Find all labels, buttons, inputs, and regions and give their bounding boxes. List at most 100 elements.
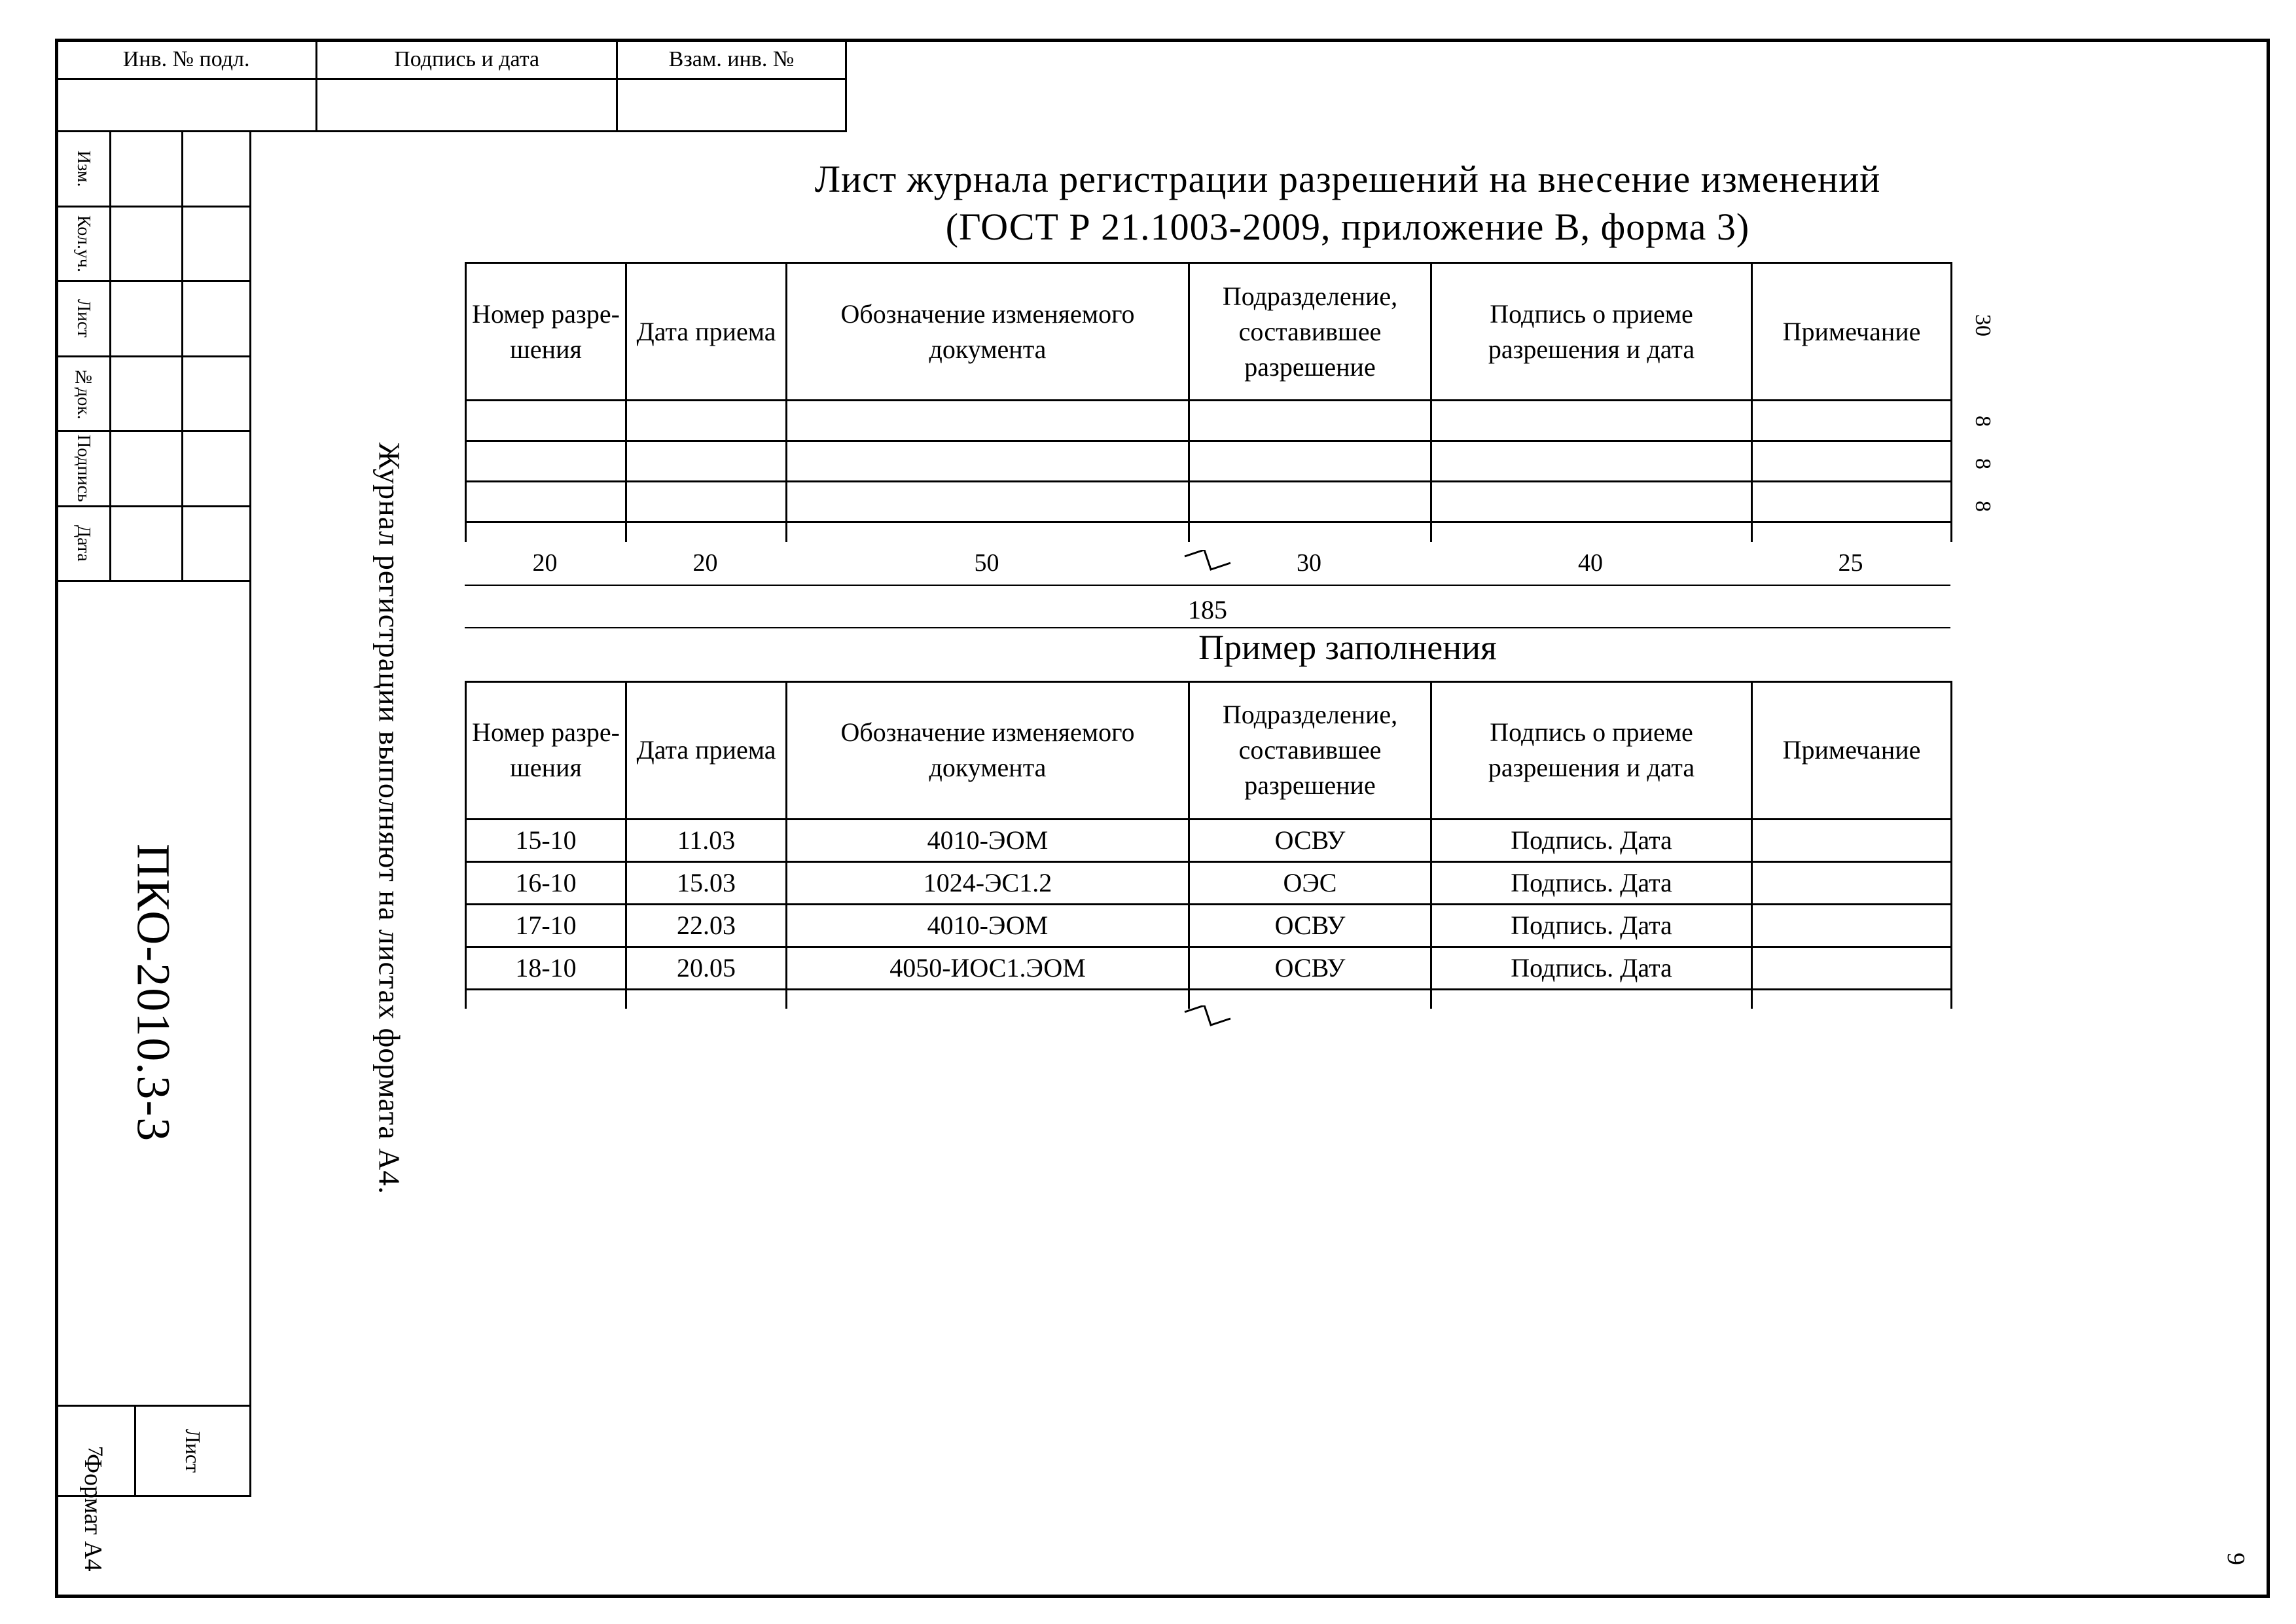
cell-sig: Подпись. Дата bbox=[1431, 947, 1752, 989]
empty-cell bbox=[787, 482, 1189, 522]
document-code-cell: ПКО-2010.3-3 bbox=[55, 582, 251, 1407]
cell-date: 15.03 bbox=[626, 861, 787, 904]
col-header: Обозначение изменяемого документа bbox=[787, 263, 1189, 401]
mini-cell bbox=[111, 206, 183, 281]
main-content: Лист журнала регистрации разрешений на в… bbox=[465, 157, 2231, 1578]
cell-doc: 4050-ИОС1.ЭОМ bbox=[787, 947, 1189, 989]
col-header: Подпись о приеме разрешения и дата bbox=[1431, 681, 1752, 819]
empty-cell bbox=[626, 482, 787, 522]
dim-h8: 8 bbox=[1970, 416, 1995, 427]
dim-w: 50 bbox=[785, 549, 1188, 577]
empty-cell bbox=[1752, 401, 1952, 441]
cell-num: 17-10 bbox=[466, 904, 626, 947]
cell-sig: Подпись. Дата bbox=[1431, 904, 1752, 947]
col-header: Номер разре- шения bbox=[466, 681, 626, 819]
mini-cell bbox=[183, 132, 251, 207]
dim-col-widths: 20 20 50 30 40 25 185 bbox=[465, 549, 1950, 594]
mini-cell bbox=[111, 356, 183, 431]
cell-note bbox=[1752, 904, 1952, 947]
empty-cell bbox=[1189, 441, 1431, 482]
table-row: 18-10 20.05 4050-ИОС1.ЭОМ ОСВУ Подпись. … bbox=[466, 947, 1952, 989]
dim-w: 30 bbox=[1188, 549, 1430, 577]
document-code: ПКО-2010.3-3 bbox=[126, 844, 181, 1142]
col-header: Подразделение, составившее разрешение bbox=[1189, 263, 1431, 401]
col-header: Подпись о приеме разрешения и дата bbox=[1431, 263, 1752, 401]
empty-cell bbox=[466, 441, 626, 482]
mini-cell bbox=[111, 281, 183, 357]
empty-cell bbox=[626, 441, 787, 482]
table-row: 16-10 15.03 1024-ЭС1.2 ОЭС Подпись. Дата bbox=[466, 861, 1952, 904]
mini-label: Изм. bbox=[56, 132, 111, 207]
col-header: Дата приема bbox=[626, 263, 787, 401]
empty-cell bbox=[1189, 482, 1431, 522]
empty-cell bbox=[1752, 441, 1952, 482]
empty-cell bbox=[787, 401, 1189, 441]
table-row: 17-10 22.03 4010-ЭОМ ОСВУ Подпись. Дата bbox=[466, 904, 1952, 947]
break-mark bbox=[465, 1005, 1957, 1032]
mini-cell bbox=[183, 281, 251, 357]
page: Инв. № подл. Подпись и дата Взам. инв. №… bbox=[0, 0, 2296, 1624]
empty-cell bbox=[466, 401, 626, 441]
revision-mini-table: Изм. Кол.уч. Лист №док. Подпись Дата bbox=[55, 130, 251, 582]
page-title-line2: (ГОСТ Р 21.1003-2009, приложение В, форм… bbox=[465, 205, 2231, 249]
mini-cell bbox=[183, 431, 251, 507]
cell-note bbox=[1752, 947, 1952, 989]
cell-note bbox=[1752, 819, 1952, 861]
cell-doc: 1024-ЭС1.2 bbox=[787, 861, 1189, 904]
dim-w: 25 bbox=[1751, 549, 1950, 577]
vertical-note-text: Журнал регистрации выполняют на листах ф… bbox=[372, 442, 407, 1195]
col-header: Дата приема bbox=[626, 681, 787, 819]
cell-date: 22.03 bbox=[626, 904, 787, 947]
mini-label: Кол.уч. bbox=[56, 206, 111, 281]
sheet-label: Лист bbox=[134, 1407, 249, 1495]
mini-label: Подпись bbox=[56, 431, 111, 507]
empty-cell bbox=[1431, 441, 1752, 482]
tail-cell bbox=[787, 522, 1189, 542]
cell-doc: 4010-ЭОМ bbox=[787, 904, 1189, 947]
top-col-sign: Подпись и дата bbox=[317, 40, 617, 79]
top-val-vzam bbox=[617, 79, 846, 132]
dim-w: 20 bbox=[465, 549, 625, 577]
tail-cell bbox=[1189, 522, 1431, 542]
title-block-top: Инв. № подл. Подпись и дата Взам. инв. № bbox=[55, 39, 847, 130]
format-note: Формат А4 bbox=[79, 1454, 107, 1572]
dim-w: 40 bbox=[1430, 549, 1751, 577]
mini-cell bbox=[111, 506, 183, 581]
tail-cell bbox=[466, 522, 626, 542]
dim-h30: 30 bbox=[1970, 314, 1995, 336]
cell-sig: Подпись. Дата bbox=[1431, 819, 1752, 861]
example-table: Номер разре- шения Дата приема Обозначен… bbox=[465, 681, 1952, 1009]
empty-cell bbox=[1431, 482, 1752, 522]
tail-cell bbox=[1752, 522, 1952, 542]
cell-date: 20.05 bbox=[626, 947, 787, 989]
cell-sig: Подпись. Дата bbox=[1431, 861, 1752, 904]
mini-cell bbox=[111, 431, 183, 507]
cell-dept: ОСВУ bbox=[1189, 819, 1431, 861]
cell-dept: ОСВУ bbox=[1189, 947, 1431, 989]
col-header: Подразделение, составившее разрешение bbox=[1189, 681, 1431, 819]
mini-cell bbox=[183, 506, 251, 581]
dim-total-width: 185 bbox=[465, 594, 1950, 625]
empty-cell bbox=[626, 401, 787, 441]
empty-cell bbox=[1189, 401, 1431, 441]
empty-cell bbox=[787, 441, 1189, 482]
cell-num: 15-10 bbox=[466, 819, 626, 861]
mini-cell bbox=[183, 206, 251, 281]
specimen-table: Номер разре- шения Дата приема Обозначен… bbox=[465, 262, 1952, 542]
mini-cell bbox=[183, 356, 251, 431]
cell-note bbox=[1752, 861, 1952, 904]
page-title-line1: Лист журнала регистрации разрешений на в… bbox=[465, 157, 2231, 201]
title-block-left: Изм. Кол.уч. Лист №док. Подпись Дата ПКО… bbox=[55, 130, 251, 1598]
tail-cell bbox=[626, 522, 787, 542]
col-header: Примечание bbox=[1752, 263, 1952, 401]
col-header: Примечание bbox=[1752, 681, 1952, 819]
mini-label: Лист bbox=[56, 281, 111, 357]
vertical-note: Журнал регистрации выполняют на листах ф… bbox=[367, 249, 412, 1388]
example-heading: Пример заполнения bbox=[465, 627, 2231, 668]
specimen-table-wrap: Номер разре- шения Дата приема Обозначен… bbox=[465, 262, 2231, 594]
col-header: Обозначение изменяемого документа bbox=[787, 681, 1189, 819]
top-col-inv: Инв. № подл. bbox=[56, 40, 317, 79]
col-header: Номер разре- шения bbox=[466, 263, 626, 401]
empty-cell bbox=[1752, 482, 1952, 522]
empty-cell bbox=[466, 482, 626, 522]
